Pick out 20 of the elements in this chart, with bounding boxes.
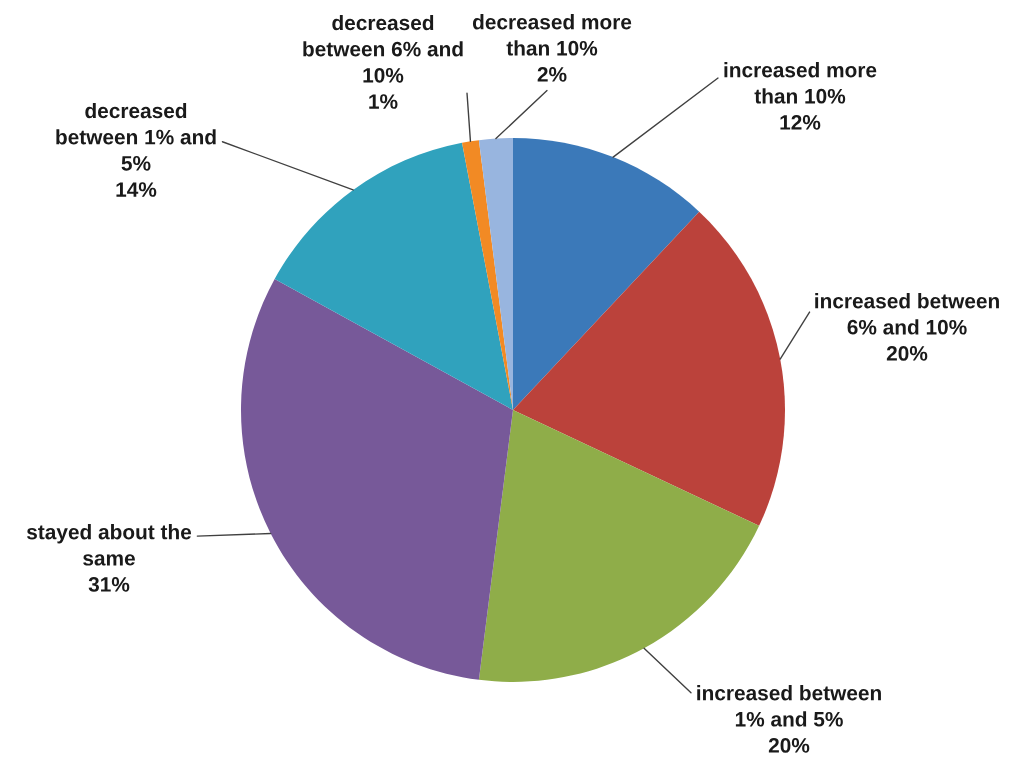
slice-label: increased more than 10%: [724, 62, 877, 104]
pie-slice: [241, 278, 513, 680]
slice-label: increased between 6% and 10%: [815, 293, 999, 335]
data-label: 2%: [537, 67, 567, 82]
slice-label: decreased between 1% and 5%: [56, 102, 216, 171]
pie-slice: [513, 211, 785, 526]
slice-label: stayed about the same: [26, 524, 192, 566]
data-label: 20%: [768, 738, 810, 753]
data-label: 31%: [88, 577, 130, 592]
data-label: 1%: [369, 94, 398, 109]
data-label: 20%: [886, 346, 928, 361]
slice-label: increased between 1% and 5%: [697, 685, 881, 727]
pie-slice: [274, 142, 513, 410]
data-label: 14%: [116, 182, 157, 197]
slice-label: decreased between 6% and 10%: [303, 14, 463, 83]
data-label: 12%: [780, 115, 821, 130]
pie-slice: [462, 140, 513, 410]
pie-slice: [513, 138, 700, 410]
slice-label: decreased more than 10%: [472, 14, 632, 56]
pie-slice: [478, 410, 760, 682]
